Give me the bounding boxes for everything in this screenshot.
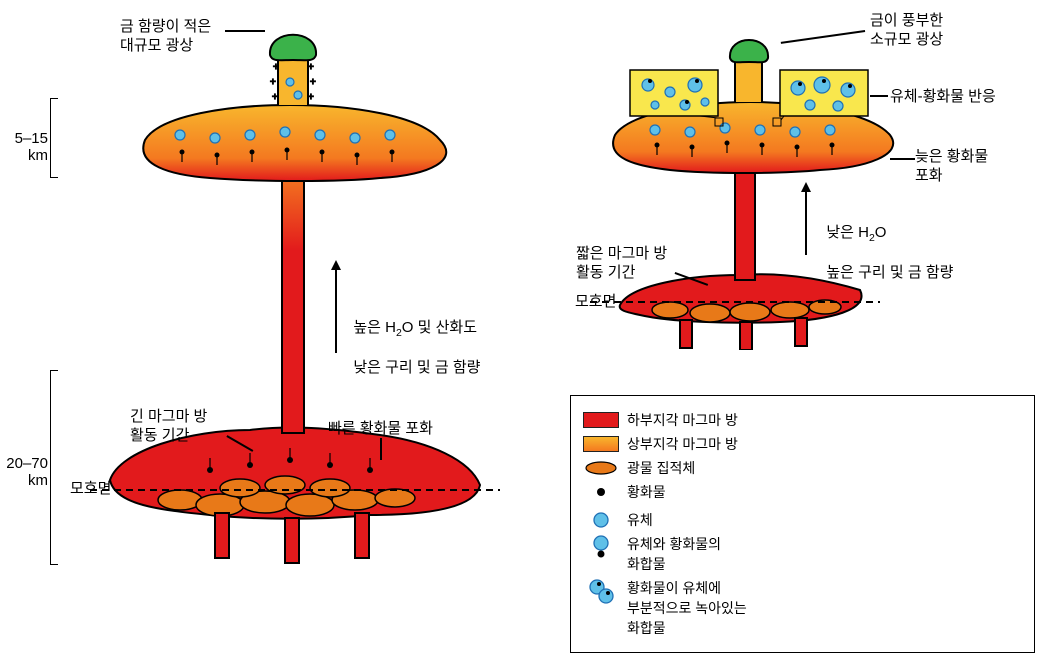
right-arrow-text-l2: 높은 구리 및 금 함량 bbox=[826, 264, 953, 281]
legend-sulfide-text: 황화물 bbox=[627, 482, 666, 502]
legend-partial: 황화물이 유체에 부분적으로 녹아있는 화합물 bbox=[583, 578, 793, 638]
left-arrow-text: 높은 H2O 및 산화도 낮은 구리 및 금 함량 bbox=[345, 300, 480, 377]
upper-depth-label: 5–15 km bbox=[0, 130, 48, 164]
svg-text:+: + bbox=[308, 92, 314, 103]
legend-fluid-sulfide-text: 유체와 황화물의 화합물 bbox=[627, 534, 721, 574]
right-moho-label: 모호면 bbox=[575, 293, 616, 312]
left-fast-sulfide: 빠른 황화물 포화 bbox=[328, 420, 433, 439]
right-arrow-text: 낮은 H2O 높은 구리 및 금 함량 bbox=[818, 205, 953, 282]
legend-upper-crust-text: 상부지각 마그마 방 bbox=[627, 434, 738, 454]
legend-cumulate-text: 광물 집적체 bbox=[627, 458, 695, 478]
svg-text:+: + bbox=[272, 92, 278, 103]
legend-upper-crust: 상부지각 마그마 방 bbox=[583, 434, 813, 454]
left-arrow bbox=[335, 268, 337, 353]
right-arrow-text-l1: 낮은 H2O bbox=[826, 224, 886, 241]
left-cap-label: 금 함량이 적은 대규모 광상 bbox=[120, 18, 211, 56]
right-fluid-reaction: 유체-황화물 반응 bbox=[890, 88, 996, 107]
left-system-diagram: + + + + + + bbox=[60, 10, 520, 570]
upper-depth-bracket bbox=[50, 98, 58, 178]
lower-depth-label: 20–70 km bbox=[0, 455, 48, 489]
svg-text:+: + bbox=[270, 77, 276, 88]
left-cap-label-text: 금 함량이 적은 대규모 광상 bbox=[120, 18, 211, 54]
svg-text:+: + bbox=[310, 77, 316, 88]
svg-text:+: + bbox=[273, 62, 279, 73]
right-arrow bbox=[805, 190, 807, 255]
legend-fluid: 유체 bbox=[583, 510, 793, 530]
legend-fluid-sulfide: 유체와 황화물의 화합물 bbox=[583, 534, 793, 574]
legend-cumulate: 광물 집적체 bbox=[583, 458, 813, 478]
left-cap-leader bbox=[225, 30, 265, 32]
legend-fluid-text: 유체 bbox=[627, 510, 653, 530]
legend-partial-text: 황화물이 유체에 부분적으로 녹아있는 화합물 bbox=[627, 578, 747, 638]
left-fast-leader bbox=[380, 438, 382, 460]
right-short-chamber: 짧은 마그마 방 활동 기간 bbox=[576, 245, 667, 283]
left-moho-label: 모호면 bbox=[70, 480, 111, 499]
right-late-sulfide: 늦은 황화물 포화 bbox=[915, 148, 988, 186]
legend-lower-crust: 하부지각 마그마 방 bbox=[583, 410, 813, 430]
legend-sulfide: 황화물 bbox=[583, 482, 813, 502]
left-long-chamber-label: 긴 마그마 방 활동 기간 bbox=[130, 408, 207, 446]
legend-lower-crust-text: 하부지각 마그마 방 bbox=[627, 410, 738, 430]
right-cap-label: 금이 풍부한 소규모 광상 bbox=[870, 12, 943, 50]
legend: 하부지각 마그마 방 상부지각 마그마 방 광물 집적체 황화물 유체 bbox=[570, 395, 1035, 653]
left-arrow-text-l2: 낮은 구리 및 금 함량 bbox=[353, 359, 480, 376]
right-fluid-leader bbox=[870, 95, 888, 97]
left-arrow-text-l1: 높은 H2O 및 산화도 bbox=[353, 319, 477, 336]
lower-depth-bracket bbox=[50, 370, 58, 565]
svg-text:+: + bbox=[308, 62, 314, 73]
right-late-leader bbox=[890, 158, 915, 160]
